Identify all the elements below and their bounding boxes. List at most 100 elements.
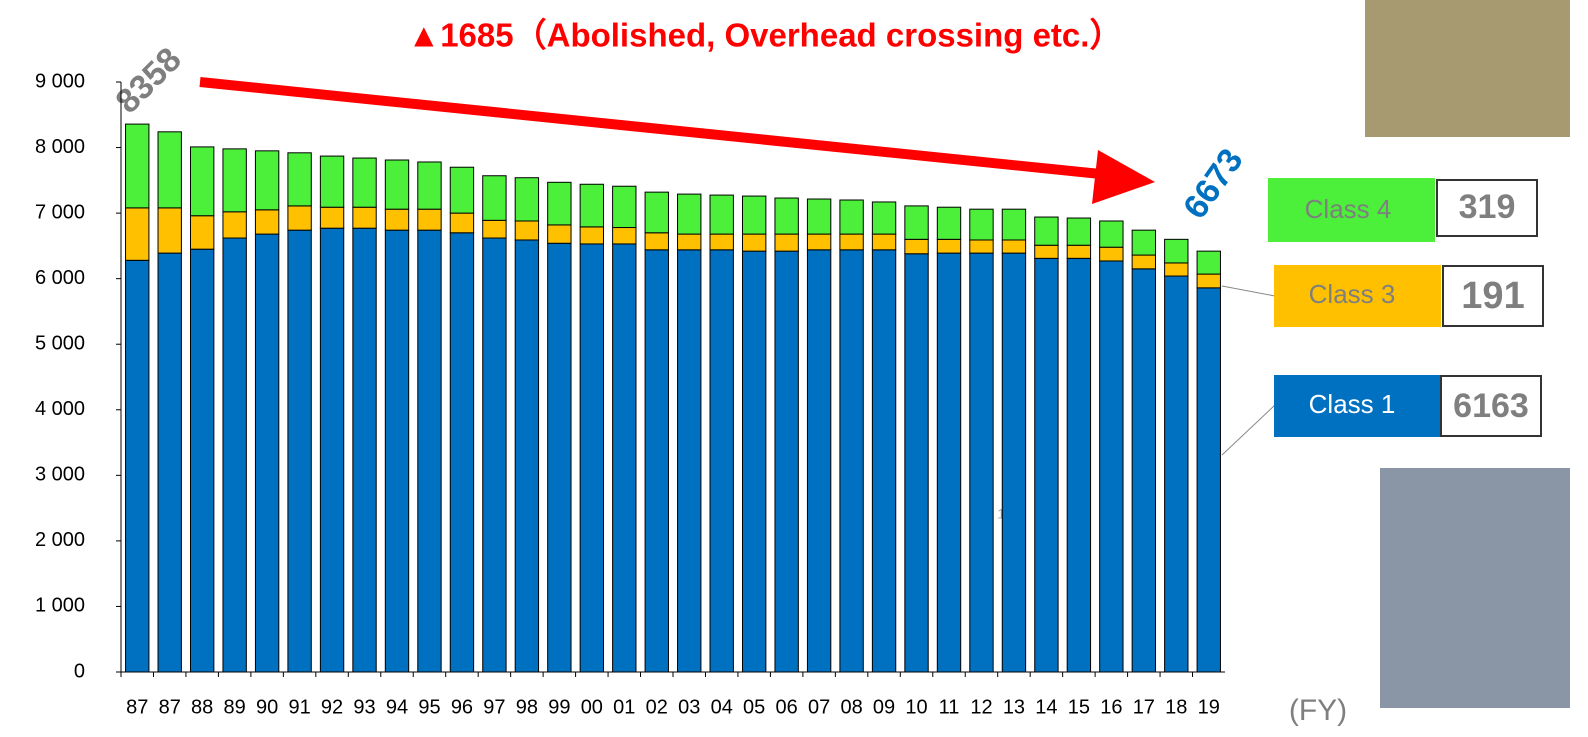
bar-segment [320,207,343,228]
bar-segment [1067,258,1090,672]
bar-segment [255,151,278,210]
bar-segment [288,206,311,230]
bar-segment [515,221,538,240]
bar-segment [1132,255,1155,269]
bar-segment [580,184,603,227]
start-total: 8358 [108,40,188,120]
bar-segment [483,238,506,672]
bar-segment [580,244,603,672]
leader-line [1222,405,1275,455]
bar-segment [710,234,733,250]
bar-segment [158,132,181,208]
y-tick-label: 7 000 [35,201,85,223]
bar-segment [775,251,798,672]
bar-segment [905,206,928,239]
x-tick-label: 88 [191,696,213,718]
bar-segment [1132,269,1155,672]
y-tick-label: 9 000 [35,70,85,92]
x-tick-label: 87 [126,696,148,718]
bar-segment [775,234,798,251]
bar-segment [385,160,408,209]
x-tick-label: 00 [581,696,603,718]
bar-segment [807,234,830,250]
legend-label: Class 4 [1305,194,1392,224]
photo-bottom [1380,468,1570,708]
bar-segment [223,149,246,212]
bar-segment [385,230,408,672]
bar-segment [1132,230,1155,255]
bar-segment [710,250,733,672]
bar-segment [1067,218,1090,245]
bar-segment [807,199,830,234]
bar-segment [418,209,441,230]
bar-segment [288,230,311,672]
bar-segment [158,208,181,253]
bar-segment [288,153,311,206]
bar-segment [515,178,538,221]
x-tick-label: 87 [159,696,181,718]
bar-segment [1100,221,1123,247]
bar-segment [450,213,473,233]
x-tick-label: 11 [939,696,960,718]
bar-segment [905,254,928,672]
x-tick-label: 03 [678,696,700,718]
x-tick-label: 89 [224,696,246,718]
bar-segment [872,234,895,250]
legend-label: Class 3 [1309,279,1396,309]
bar-segment [190,147,213,216]
bar-segment [385,209,408,230]
x-tick-label: 17 [1133,696,1155,718]
bar-segment [1035,258,1058,672]
bar-segment [613,244,636,672]
x-tick-label: 14 [1035,696,1057,718]
bar-segment [1100,247,1123,261]
x-tick-label: 92 [321,696,343,718]
bar-segment [158,253,181,672]
bar-segment [353,158,376,207]
x-tick-label: 16 [1100,696,1122,718]
x-tick-label: 19 [1198,696,1220,718]
bar-segment [190,216,213,249]
y-tick-label: 2 000 [35,529,85,551]
bar-segment [645,250,668,672]
bar-segment [872,202,895,234]
bar-segment [548,243,571,672]
count-label: 319 [1459,188,1516,226]
bar-segment [645,192,668,233]
bar-segment [450,167,473,213]
bar-segment [548,182,571,225]
bar-segment [450,233,473,672]
bar-segment [320,228,343,672]
bar-segment [775,198,798,234]
x-tick-label: 04 [711,696,733,718]
bar-segment [126,124,149,208]
bar-segment [970,209,993,240]
bar-segment [515,240,538,672]
bar-segment [580,227,603,244]
bar-segment [678,194,701,234]
bar-segment [937,253,960,672]
y-tick-label: 6 000 [35,267,85,289]
bar-segment [353,228,376,672]
bar-segment [742,196,765,234]
x-tick-label: 09 [873,696,895,718]
y-tick-label: 4 000 [35,398,85,420]
count-label: 6163 [1453,387,1529,425]
bar-segment [483,220,506,238]
x-tick-label: 18 [1165,696,1187,718]
bar-segment [1165,239,1188,263]
bar-segment [678,234,701,250]
bar-segment [1165,276,1188,672]
bar-segment [418,230,441,672]
chart-title: ▲1685（Abolished, Overhead crossing etc.） [408,17,1123,54]
x-tick-label: 96 [451,696,473,718]
bar-segment [1197,251,1220,274]
bar-segment [613,186,636,227]
bar-segment [190,249,213,672]
bar-segment [1035,245,1058,258]
x-axis-label: (FY) [1289,694,1347,727]
bar-segment [970,240,993,253]
bar-segment [807,250,830,672]
chart: ▲1685（Abolished, Overhead crossing etc.）… [0,0,1588,737]
x-tick-label: 13 [1003,696,1025,718]
